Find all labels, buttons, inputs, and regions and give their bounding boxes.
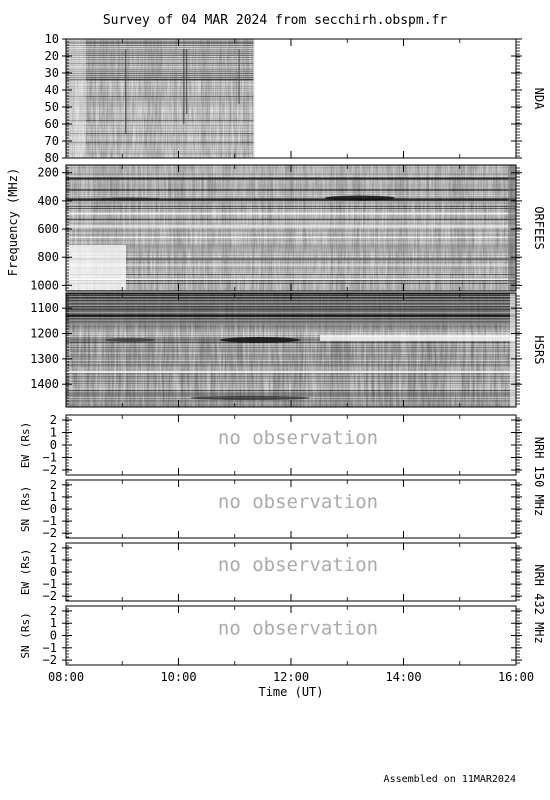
frequency-axis-label: Frequency (MHz) — [6, 168, 20, 276]
assembled-note: Assembled on 11MAR2024 — [384, 774, 516, 785]
tick-label-orfees-800: 800 — [37, 250, 59, 264]
tick-label-nrh1--1: −1 — [43, 451, 57, 465]
tick-label-hsrs-1300: 1300 — [30, 352, 59, 366]
tick-label-nrh1-0: 0 — [50, 438, 57, 452]
nrh-axis-label-1: EW (Rs) — [19, 422, 32, 468]
axis-ticks — [62, 38, 522, 665]
tick-label-nrh1--2: −2 — [43, 463, 57, 477]
tick-label-nrh3-1: 1 — [50, 553, 57, 567]
spectrogram-hsrs — [66, 293, 516, 407]
tick-label-nrh4-1: 1 — [50, 616, 57, 630]
time-tick-1400: 14:00 — [385, 670, 421, 684]
nrh-label-1: NRH 150 MHz — [532, 437, 546, 516]
tick-label-hsrs-1200: 1200 — [30, 327, 59, 341]
tick-label-nda-40: 40 — [45, 83, 59, 97]
tick-label-nrh2-0: 0 — [50, 502, 57, 516]
tick-label-nrh4-0: 0 — [50, 629, 57, 643]
tick-label-nrh4--1: −1 — [43, 641, 57, 655]
tick-label-nda-50: 50 — [45, 100, 59, 114]
tick-label-nrh2-1: 1 — [50, 490, 57, 504]
tick-label-nrh2-2: 2 — [50, 478, 57, 492]
tick-label-orfees-200: 200 — [37, 166, 59, 180]
panel-label-nda: NDA — [532, 88, 546, 110]
time-tick-1600: 16:00 — [498, 670, 534, 684]
spectrogram-nda — [66, 39, 255, 158]
nrh-axis-label-3: EW (Rs) — [19, 549, 32, 595]
tick-label-nrh3--2: −2 — [43, 589, 57, 603]
chart-title: Survey of 04 MAR 2024 from secchirh.obsp… — [103, 13, 448, 28]
tick-label-nda-10: 10 — [45, 32, 59, 46]
tick-label-nrh3--1: −1 — [43, 577, 57, 591]
no-observation-1: no observation — [218, 427, 378, 449]
tick-label-nrh2--2: −2 — [43, 526, 57, 540]
time-tick-1000: 10:00 — [160, 670, 196, 684]
tick-label-nrh4--2: −2 — [43, 653, 57, 667]
tick-label-nda-20: 20 — [45, 49, 59, 63]
no-observation-3: no observation — [218, 554, 378, 576]
tick-label-nda-70: 70 — [45, 134, 59, 148]
tick-label-orfees-600: 600 — [37, 222, 59, 236]
tick-label-hsrs-1100: 1100 — [30, 301, 59, 315]
tick-label-nrh4-2: 2 — [50, 604, 57, 618]
tick-label-nrh3-2: 2 — [50, 541, 57, 555]
panel-label-orfees: ORFEES — [532, 206, 546, 249]
nrh-axis-label-4: SN (Rs) — [19, 612, 32, 658]
no-observation-2: no observation — [218, 491, 378, 513]
time-tick-0800: 08:00 — [48, 670, 84, 684]
tick-label-nrh1-2: 2 — [50, 413, 57, 427]
time-tick-1200: 12:00 — [273, 670, 309, 684]
tick-label-orfees-1000: 1000 — [30, 278, 59, 292]
axis-labels: 1020304050607080NDA2004006008001000ORFEE… — [19, 32, 546, 684]
nrh-label-2: NRH 432 MHz — [532, 564, 546, 643]
time-axis-label: Time (UT) — [258, 685, 323, 699]
panel-label-hsrs: HSRS — [532, 336, 546, 365]
tick-label-nrh2--1: −1 — [43, 514, 57, 528]
tick-label-hsrs-1400: 1400 — [30, 377, 59, 391]
tick-label-nda-80: 80 — [45, 151, 59, 165]
tick-label-nrh3-0: 0 — [50, 565, 57, 579]
tick-label-nda-60: 60 — [45, 117, 59, 131]
tick-label-nda-30: 30 — [45, 66, 59, 80]
spectrogram-images — [66, 39, 516, 407]
no-observation-4: no observation — [218, 618, 378, 640]
tick-label-orfees-400: 400 — [37, 194, 59, 208]
nrh-axis-label-2: SN (Rs) — [19, 486, 32, 532]
spectrogram-orfees — [66, 165, 516, 291]
tick-label-nrh1-1: 1 — [50, 426, 57, 440]
